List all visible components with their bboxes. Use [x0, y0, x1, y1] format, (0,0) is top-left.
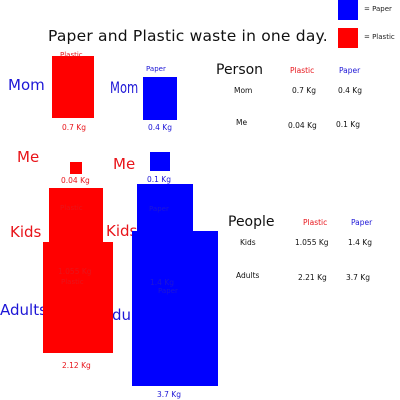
- mom-name-right: Mom: [110, 78, 139, 97]
- bar-plastic-mom: [52, 55, 94, 118]
- bar-paper-adults: [131, 230, 219, 386]
- table-person-row-name: Me: [236, 118, 248, 127]
- bar-top-label-paper-kids: Paper: [149, 205, 169, 213]
- table-person-row-plastic: 0.7 Kg: [292, 86, 316, 95]
- bar-plastic-me: [69, 162, 83, 174]
- bar-paper-me: [150, 151, 170, 171]
- table-person-row-name: Mom: [234, 86, 253, 95]
- table-people-row-name: Adults: [236, 271, 260, 280]
- table-people-header: People: [228, 214, 275, 230]
- table-people-row-name: Kids: [240, 238, 256, 247]
- me-name-right: Me: [113, 155, 136, 173]
- value-label-plastic-me: 0.04 Kg: [61, 176, 90, 185]
- bar-top-label-plastic-kids: Plastic: [60, 204, 83, 212]
- legend-swatch-plastic: [338, 28, 358, 48]
- table-people-row-paper: 3.7 Kg: [346, 273, 370, 282]
- table-person-col-paper: Paper: [339, 66, 361, 75]
- table-person-row-paper: 0.4 Kg: [338, 86, 362, 95]
- bar-top-label-paper-mom: Paper: [146, 65, 166, 73]
- bar-paper-mom: [142, 77, 178, 120]
- mom-name-left: Mom: [8, 76, 45, 94]
- table-people-col-paper: Paper: [351, 218, 373, 227]
- table-people-row-plastic: 2.21 Kg: [298, 273, 327, 282]
- value-label-paper-me: 0.1 Kg: [147, 175, 171, 184]
- kids-name-left: Kids: [10, 223, 42, 241]
- bar-top-label-plastic-mom: Plastic: [60, 51, 83, 59]
- legend-swatch-paper: [338, 0, 358, 20]
- adults-name-left: Adults: [0, 301, 47, 319]
- bar-top-label-plastic-adults: Plastic: [61, 278, 84, 286]
- legend-label-plastic: = Plastic: [364, 33, 395, 41]
- value-label-paper-adults: 3.7 Kg: [157, 390, 181, 399]
- chart-title: Paper and Plastic waste in one day.: [48, 27, 328, 45]
- table-person-row-paper: 0.1 Kg: [336, 120, 360, 129]
- me-name-left: Me: [17, 148, 40, 166]
- value-label-paper-kids: 1.4 Kg: [150, 278, 174, 287]
- table-person-col-plastic: Plastic: [290, 66, 315, 75]
- value-label-plastic-kids: 1.055 Kg: [58, 267, 92, 276]
- legend-label-paper: = Paper: [364, 5, 392, 13]
- table-people-row-paper: 1.4 Kg: [348, 238, 372, 247]
- table-person-header: Person: [216, 62, 264, 78]
- kids-name-right: Kids: [106, 222, 138, 240]
- value-label-plastic-mom: 0.7 Kg: [62, 123, 86, 132]
- value-label-paper-mom: 0.4 Kg: [148, 123, 172, 132]
- table-person-row-plastic: 0.04 Kg: [288, 121, 317, 130]
- value-label-plastic-adults: 2.12 Kg: [62, 361, 91, 370]
- bar-plastic-adults: [43, 242, 113, 353]
- table-people-row-plastic: 1.055 Kg: [295, 238, 329, 247]
- bar-top-label-paper-adults: Paper: [158, 287, 178, 295]
- table-people-col-plastic: Plastic: [303, 218, 328, 227]
